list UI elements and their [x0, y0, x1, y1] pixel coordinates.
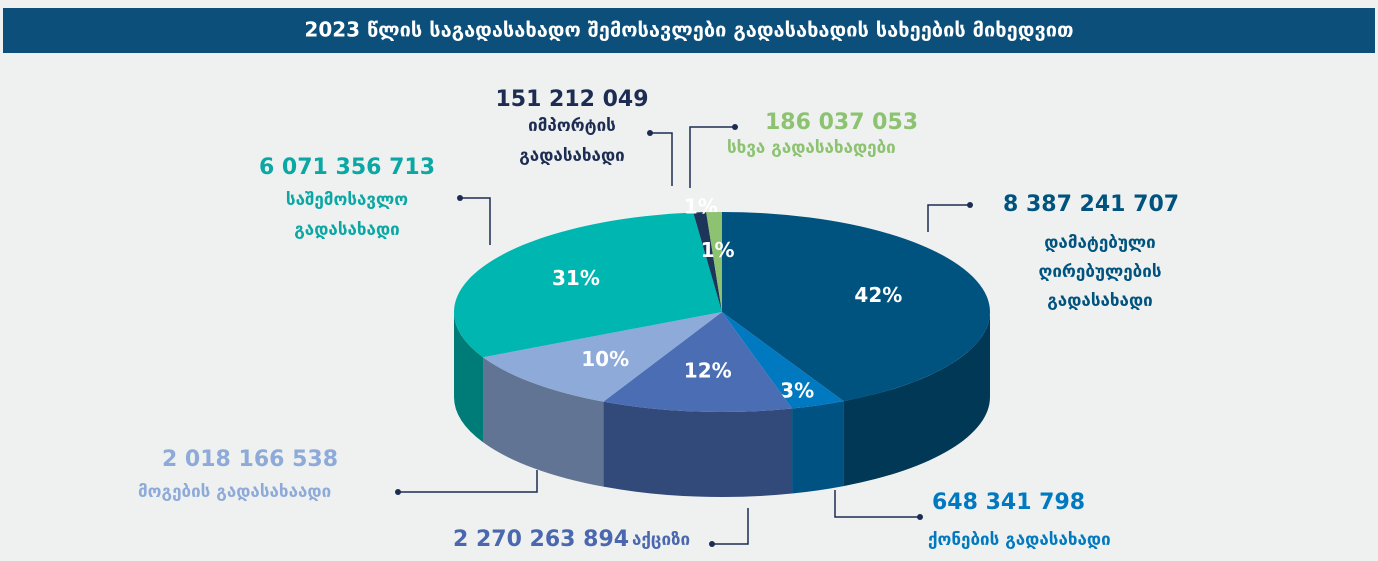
leader-dot [967, 202, 973, 208]
percent-label: 31% [552, 266, 600, 290]
value-label: 2 270 263 894 [453, 527, 629, 552]
pie-slice [454, 212, 722, 358]
leader-dot [709, 541, 715, 547]
value-label: 151 212 049 [495, 87, 648, 112]
category-label: საშემოსავლო [286, 190, 408, 210]
pie-side [603, 401, 793, 497]
value-label: 2 018 166 538 [162, 447, 338, 472]
title-bar [3, 8, 1375, 53]
category-label: ქონების გადასახადი [928, 530, 1111, 550]
leader-dot [457, 195, 463, 201]
leader-line [834, 490, 920, 518]
category-label: ღირებულების [1039, 262, 1162, 282]
category-label: გადასახადი [294, 220, 400, 240]
category-label: მოგების გადასახაადი [138, 482, 331, 502]
value-label: 6 071 356 713 [259, 155, 435, 180]
pie-slice [722, 312, 844, 409]
pie-side [454, 312, 484, 443]
pie-slice [693, 212, 722, 312]
leader-line [650, 132, 673, 186]
category-label: აქციზი [632, 530, 690, 550]
category-label: გადასახადი [519, 146, 625, 166]
value-label: 8 387 241 707 [1003, 192, 1179, 217]
value-label: 186 037 053 [765, 110, 918, 135]
leader-dot [917, 514, 923, 520]
pie-side [483, 357, 604, 487]
leader-line [927, 204, 970, 232]
pie-slice [603, 312, 793, 412]
leader-dot [395, 489, 401, 495]
leader-line [398, 470, 538, 493]
category-label: გადასახადი [1047, 291, 1153, 311]
percent-label: 3% [780, 379, 814, 403]
percent-label: 42% [854, 283, 902, 307]
leader-line [689, 126, 735, 188]
category-label: იმპორტის [528, 116, 616, 136]
value-label: 648 341 798 [932, 490, 1085, 515]
category-label: სხვა გადასახადები [727, 138, 896, 158]
pie-side [792, 401, 844, 494]
pie-slice [706, 212, 722, 312]
pie-slice [483, 312, 722, 402]
percent-label: 12% [684, 359, 732, 383]
leader-dot [732, 124, 738, 130]
category-label: დამატებული [1044, 233, 1155, 253]
leader-line [712, 508, 749, 545]
percent-label: 10% [581, 347, 629, 371]
leader-line [460, 197, 491, 245]
leader-dot [647, 130, 653, 136]
pie-slice [722, 212, 990, 402]
chart-title: 2023 წლის საგადასახადო შემოსავლები გადას… [304, 18, 1073, 42]
pie-side [843, 312, 990, 487]
percent-label: 1% [701, 238, 735, 262]
